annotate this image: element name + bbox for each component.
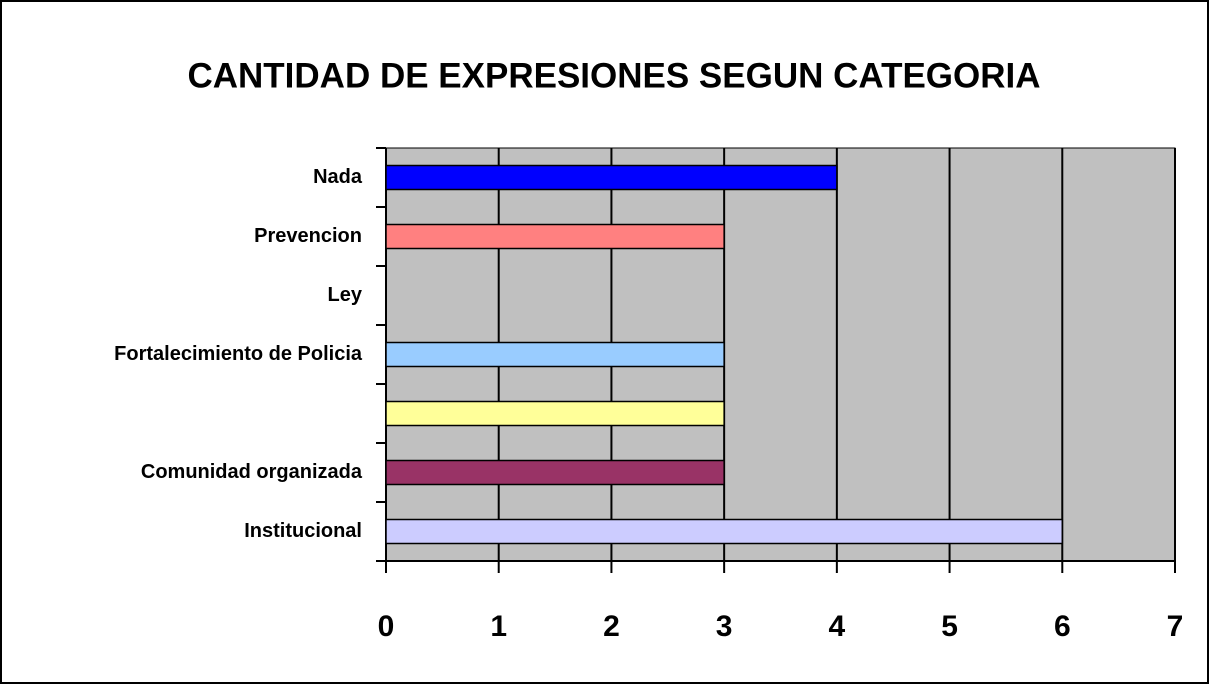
x-tick-label: 6 xyxy=(1054,610,1071,643)
x-tick-label: 4 xyxy=(829,610,846,643)
y-tick-label: Institucional xyxy=(244,520,362,542)
bar xyxy=(385,341,725,368)
x-tick-label: 5 xyxy=(941,610,958,643)
x-tick-label: 7 xyxy=(1167,610,1184,643)
x-tick-label: 0 xyxy=(378,610,395,643)
chart-title: CANTIDAD DE EXPRESIONES SEGUN CATEGORIA xyxy=(187,56,1040,95)
bar xyxy=(385,518,1064,545)
bar xyxy=(385,400,725,427)
y-tick-label: Comunidad organizada xyxy=(141,461,363,483)
y-tick-label: Nada xyxy=(313,166,363,188)
bar xyxy=(385,223,725,250)
y-tick-label: Ley xyxy=(328,284,363,306)
y-tick-label: Fortalecimiento de Policia xyxy=(114,343,363,365)
x-tick-label: 3 xyxy=(716,610,733,643)
bar xyxy=(385,459,725,486)
x-tick-label: 2 xyxy=(603,610,620,643)
y-tick-label: Prevencion xyxy=(254,225,362,247)
bar xyxy=(385,164,838,191)
x-tick-label: 1 xyxy=(490,610,507,643)
